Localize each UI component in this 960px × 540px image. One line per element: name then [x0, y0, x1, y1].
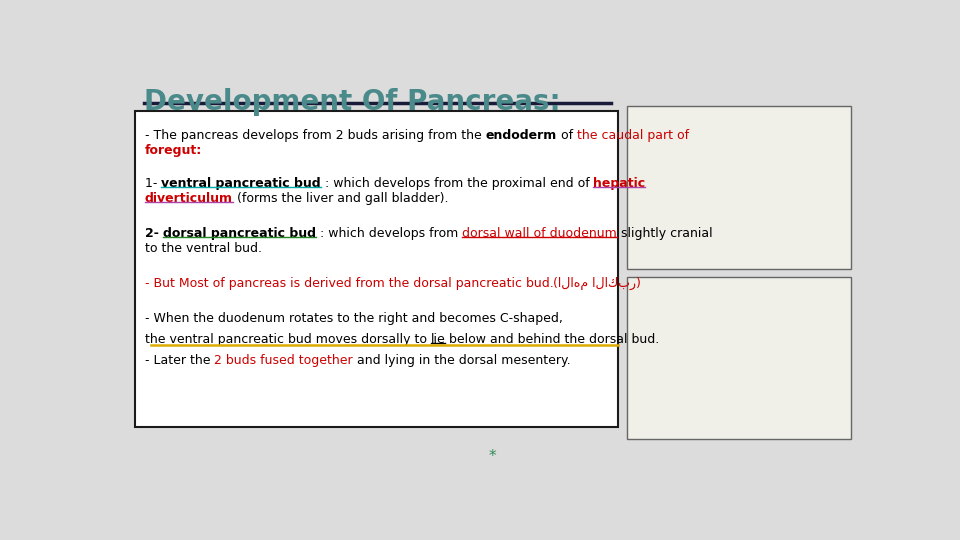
- Text: : which develops from: : which develops from: [316, 227, 462, 240]
- Text: : which develops from the proximal end of: : which develops from the proximal end o…: [321, 177, 593, 190]
- Text: *: *: [489, 449, 495, 464]
- Text: 1-: 1-: [145, 177, 161, 190]
- Text: 2-: 2-: [145, 227, 163, 240]
- Text: - When the duodenum rotates to the right and becomes C-shaped,: - When the duodenum rotates to the right…: [145, 312, 563, 325]
- Text: - Later the: - Later the: [145, 354, 214, 367]
- Text: endoderm: endoderm: [486, 129, 557, 142]
- Text: dorsal wall of duodenum: dorsal wall of duodenum: [462, 227, 617, 240]
- Text: below and behind the dorsal bud.: below and behind the dorsal bud.: [445, 333, 660, 346]
- Text: - The pancreas develops from 2 buds arising from the: - The pancreas develops from 2 buds aris…: [145, 129, 486, 142]
- Text: slightly cranial: slightly cranial: [617, 227, 712, 240]
- FancyBboxPatch shape: [628, 106, 851, 268]
- FancyBboxPatch shape: [628, 277, 851, 439]
- FancyBboxPatch shape: [134, 111, 618, 427]
- Text: ventral pancreatic bud: ventral pancreatic bud: [161, 177, 321, 190]
- Text: (الاهم الاكبر): (الاهم الاكبر): [553, 277, 641, 290]
- Text: Development Of Pancreas:: Development Of Pancreas:: [144, 87, 561, 116]
- Text: dorsal pancreatic bud: dorsal pancreatic bud: [163, 227, 316, 240]
- Text: (forms the liver and gall bladder).: (forms the liver and gall bladder).: [232, 192, 448, 205]
- Text: diverticulum: diverticulum: [145, 192, 232, 205]
- Text: the ventral pancreatic bud moves dorsally to: the ventral pancreatic bud moves dorsall…: [145, 333, 430, 346]
- Text: to the ventral bud.: to the ventral bud.: [145, 241, 261, 254]
- Text: - But Most of pancreas is derived from the dorsal pancreatic bud.: - But Most of pancreas is derived from t…: [145, 277, 553, 290]
- Text: hepatic: hepatic: [593, 177, 645, 190]
- Text: lie: lie: [430, 333, 445, 346]
- Text: of: of: [557, 129, 577, 142]
- Text: 2 buds fused together: 2 buds fused together: [214, 354, 352, 367]
- Text: the caudal part of: the caudal part of: [577, 129, 689, 142]
- Text: foregut:: foregut:: [145, 144, 202, 157]
- Text: and lying in the dorsal mesentery.: and lying in the dorsal mesentery.: [352, 354, 570, 367]
